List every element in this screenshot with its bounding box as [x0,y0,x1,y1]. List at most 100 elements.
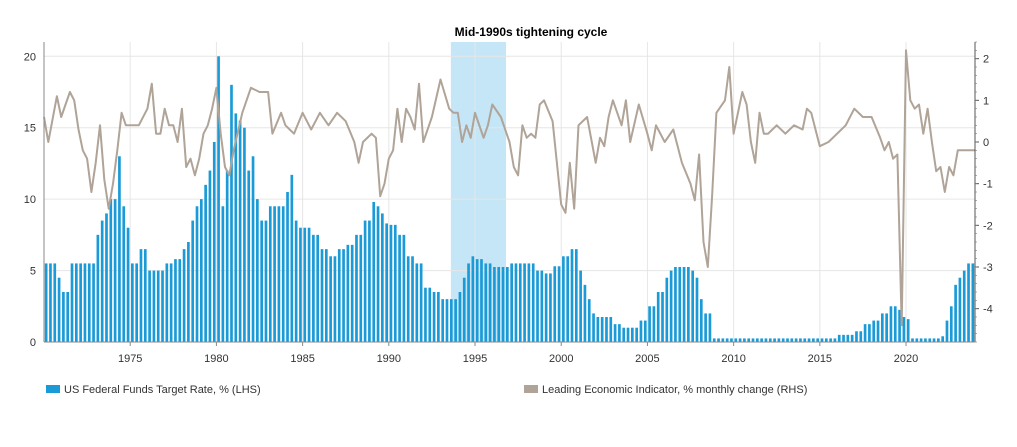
rate-bar [432,292,436,342]
rate-bar [307,227,311,342]
rate-bar [212,142,216,342]
x-tick-label: 2000 [549,353,573,365]
rate-bar [363,220,367,342]
rate-bar [501,267,505,342]
x-tick-label: 1980 [204,353,228,365]
rate-bar [781,338,785,342]
rate-bar [600,317,604,342]
rate-bar [204,184,207,342]
rate-bar [234,113,238,342]
chart-title: Mid-1990s tightening cycle [455,25,608,39]
rate-bar [846,334,850,342]
rate-bar [872,320,876,342]
rate-bar [915,338,919,342]
rate-bar [260,220,264,342]
rate-bar [605,317,608,342]
rate-bar [143,249,147,342]
rate-bar [299,227,302,342]
rate-bar [506,267,509,342]
rate-bar [622,327,626,342]
rate-bar [536,270,539,342]
rate-bar [480,259,483,342]
legend-swatch-rate [46,385,60,393]
rate-bar [290,174,294,342]
rate-bar [691,270,695,342]
rate-bar [303,227,307,342]
x-tick-label: 2010 [721,353,745,365]
rate-bar [833,338,837,342]
rate-bar [437,292,440,342]
rate-bar [717,338,720,342]
rate-bar [863,324,867,342]
rate-bar [475,259,479,342]
rate-bar [122,206,126,342]
rate-bar [105,213,108,342]
rate-bar [324,249,328,342]
rate-bar [156,270,160,342]
rate-bar [182,249,186,342]
rate-bar [458,292,462,342]
rate-bar [937,338,940,342]
rate-bar [725,338,729,342]
rate-bar [316,234,320,342]
line-layer [43,49,975,327]
rate-bar [449,299,453,342]
rate-bar [66,292,70,342]
axes-layer: 0 5 10 15 20 -4 -3 -2 -1 0 1 2 1975 1980 1985 1990 1995 2… [24,41,993,365]
rate-bar [777,338,781,342]
rate-bar [251,156,255,342]
rate-bar [967,263,970,342]
lei-line [43,49,975,327]
rate-bar [398,234,401,342]
y-left-tick-label: 0 [30,337,36,349]
rate-bar [329,256,332,342]
rate-bar [264,220,268,342]
rate-bar [372,202,376,342]
x-tick-label: 2015 [808,353,832,365]
rate-bar [674,267,677,342]
rate-bar [53,263,57,342]
x-tick-label: 1985 [290,353,314,365]
rate-bar [415,263,419,342]
rate-bar [100,220,104,342]
rate-bar [424,287,427,342]
rate-bar [906,319,910,342]
rate-bar [169,263,173,342]
rate-bar [44,263,48,342]
rate-bar [820,338,824,342]
legend-label-lei: Leading Economic Indicator, % monthly ch… [542,384,807,396]
x-tick-label: 2020 [894,353,918,365]
rate-bar [514,263,518,342]
rate-bar [342,249,345,342]
rate-bar [49,263,52,342]
rate-bar [678,267,682,342]
rate-bar [376,206,380,342]
rate-bar [812,338,815,342]
y-left-tick-label: 20 [24,51,36,63]
rate-bar [755,338,759,342]
rate-bar [359,234,363,342]
rate-bar [488,263,492,342]
rate-bar [954,284,957,342]
rate-bar [743,338,746,342]
grid-layer [44,42,975,343]
rate-bar [148,270,151,342]
rate-bar [868,324,871,342]
rate-bar [62,292,65,342]
rate-bar [889,306,893,342]
rate-bar [786,338,789,342]
rate-bar [635,327,638,342]
rate-bar [609,317,613,342]
rate-bar [131,263,134,342]
rate-bar [807,338,811,342]
y-left-tick-label: 5 [30,266,36,278]
rate-bar [286,192,289,342]
rate-bar [941,336,945,342]
rate-bar [74,263,78,342]
bars-layer [44,56,975,343]
rate-bar [445,299,449,342]
rate-bar [768,338,772,342]
rate-bar [885,313,888,342]
rate-bar [962,270,966,342]
rate-bar [277,206,281,342]
